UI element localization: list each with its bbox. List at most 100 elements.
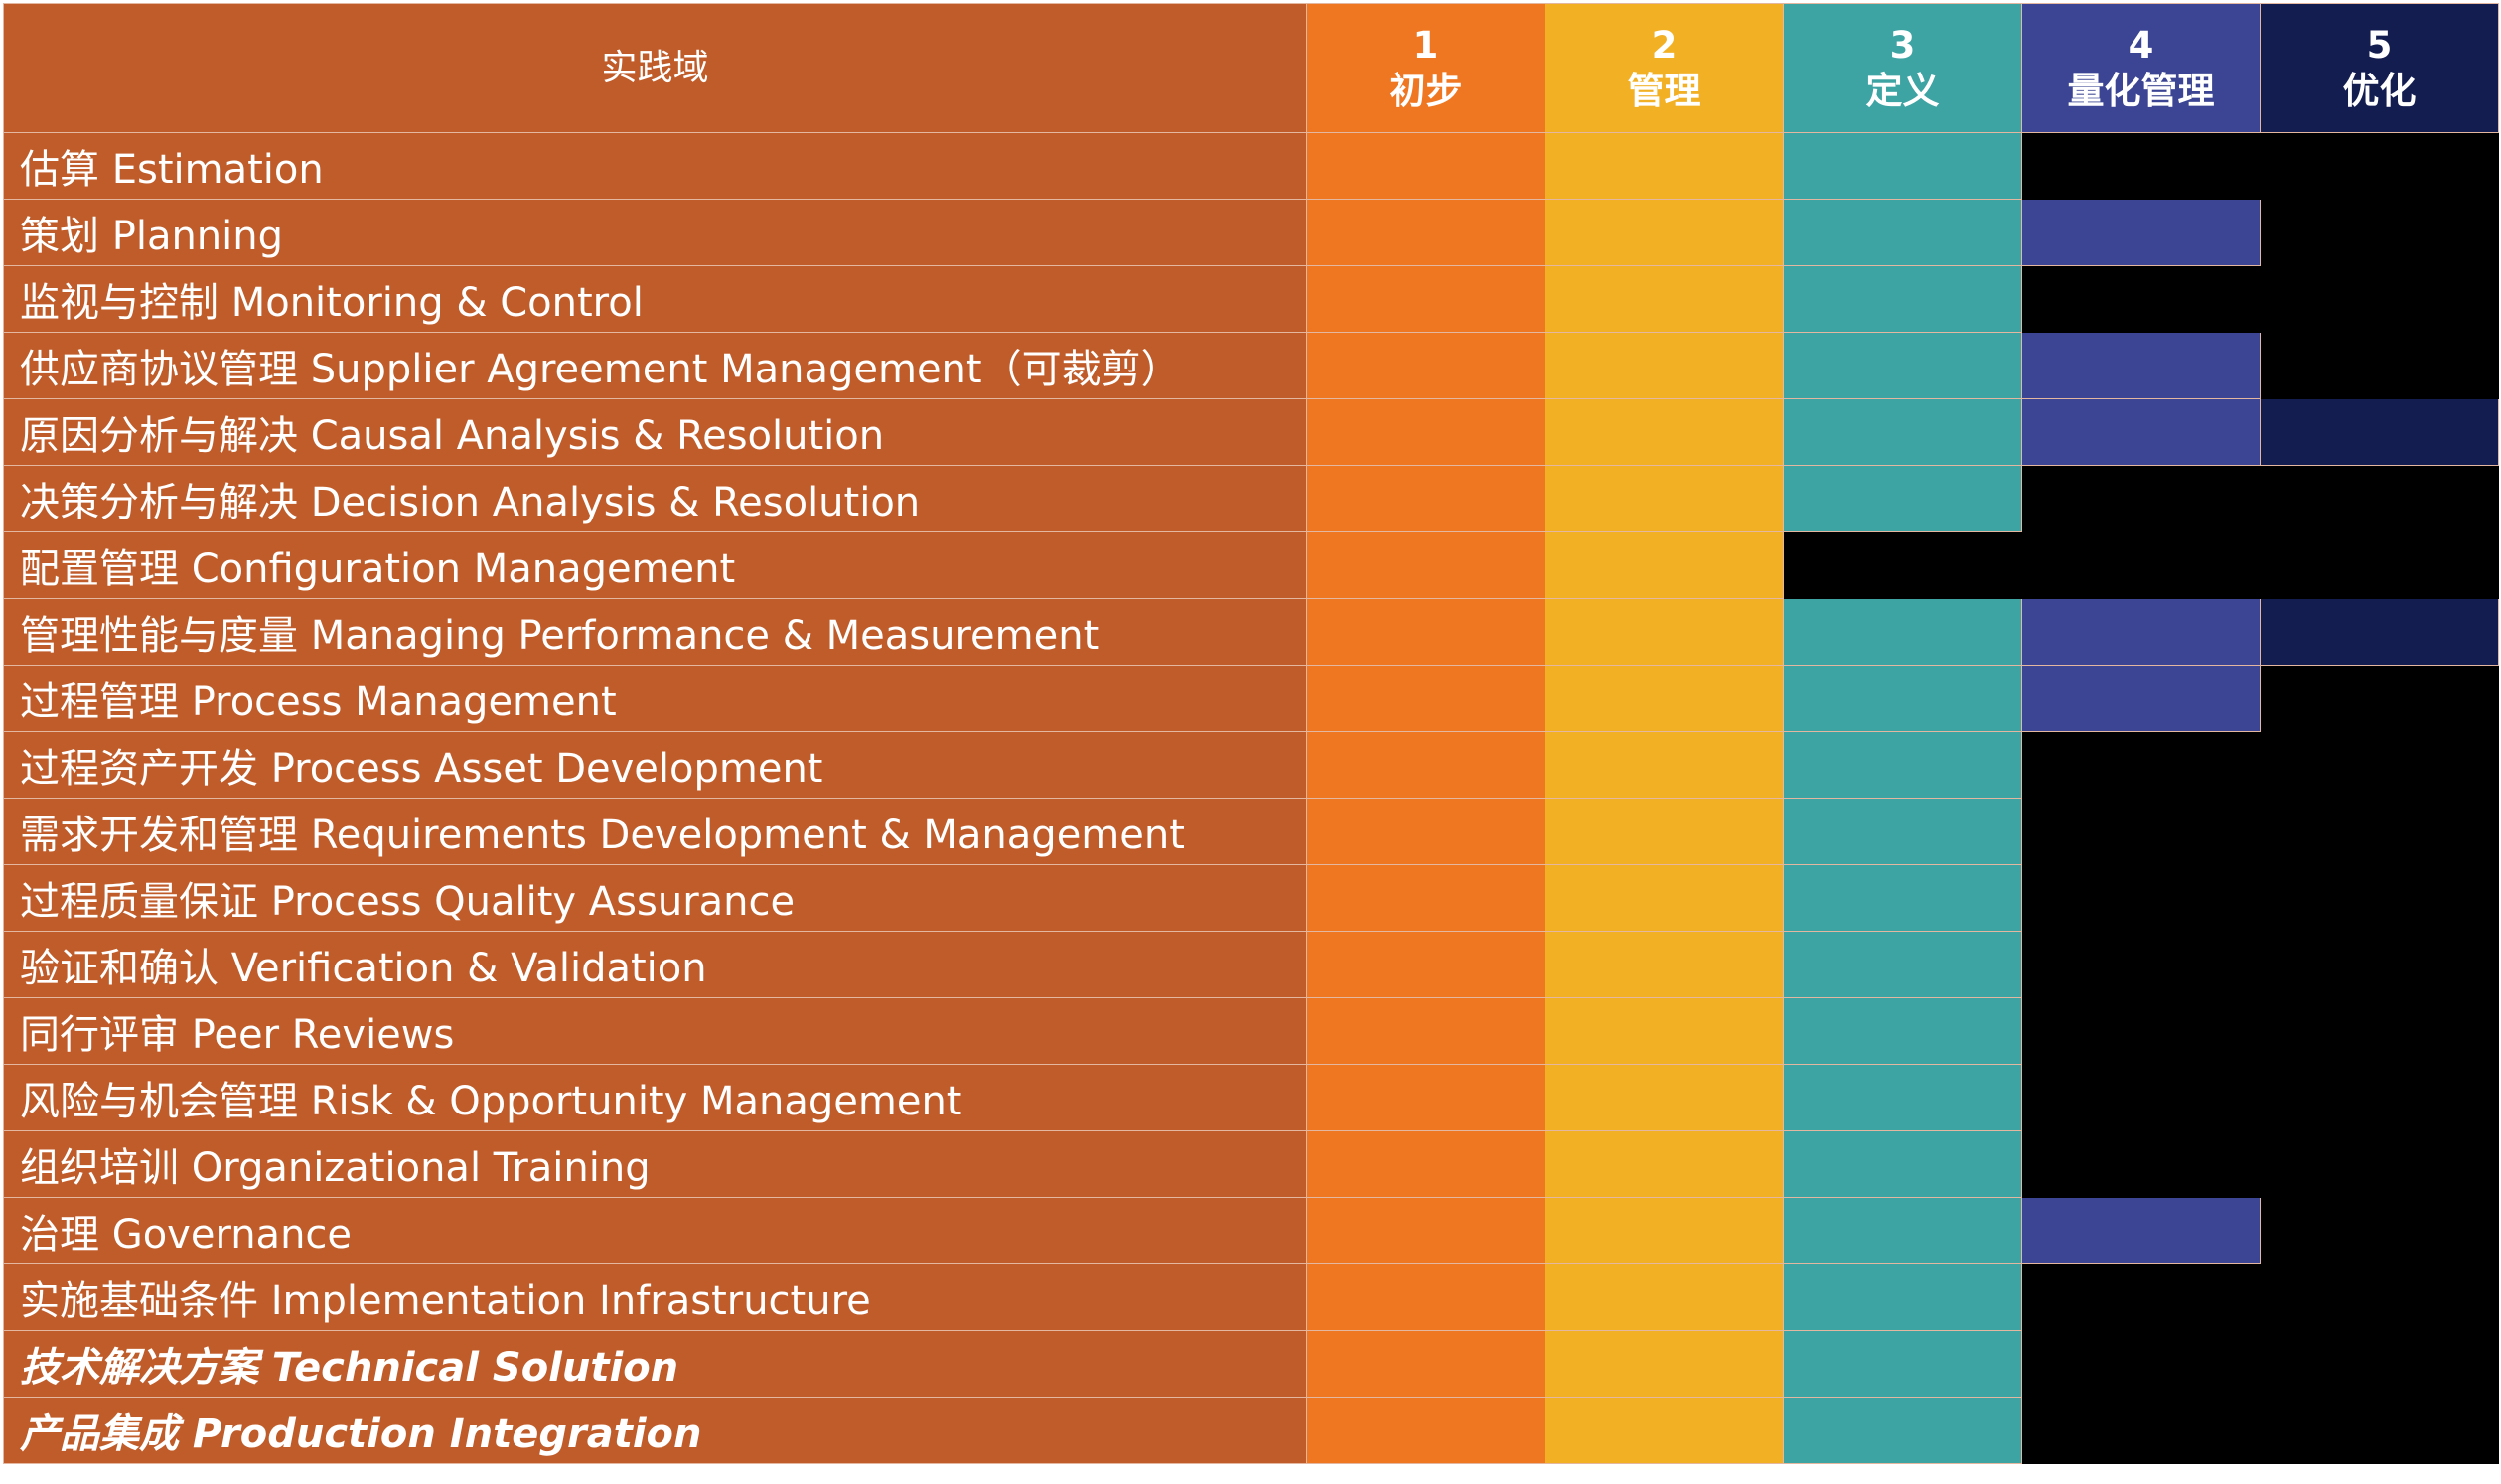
level-4-cell bbox=[2021, 798, 2261, 865]
level-1-cell bbox=[1306, 398, 1545, 466]
level-5-cell bbox=[2260, 598, 2499, 666]
practice-area-name: 验证和确认 Verification & Validation bbox=[3, 931, 1307, 998]
level-3-cell bbox=[1783, 465, 2022, 532]
level-4-cell bbox=[2021, 1397, 2261, 1464]
practice-area-row: 过程资产开发 Process Asset Development bbox=[3, 731, 2499, 799]
level-1-cell bbox=[1306, 465, 1545, 532]
level-2-cell bbox=[1545, 265, 1784, 333]
level-1-cell bbox=[1306, 997, 1545, 1065]
level-1-cell bbox=[1306, 931, 1545, 998]
level-3-cell bbox=[1783, 665, 2022, 732]
level-2-number: 2 bbox=[1651, 23, 1678, 67]
level-1-cell bbox=[1306, 864, 1545, 932]
level-3-cell bbox=[1783, 1197, 2022, 1264]
level-4-cell bbox=[2021, 531, 2261, 599]
level-4-cell bbox=[2021, 332, 2261, 399]
practice-area-name: 决策分析与解决 Decision Analysis & Resolution bbox=[3, 465, 1307, 532]
level-1-cell bbox=[1306, 132, 1545, 200]
level-3-cell bbox=[1783, 931, 2022, 998]
level-4-cell bbox=[2021, 598, 2261, 666]
level-2-cell bbox=[1545, 465, 1784, 532]
level-4-cell bbox=[2021, 731, 2261, 799]
practice-area-name: 风险与机会管理 Risk & Opportunity Management bbox=[3, 1064, 1307, 1131]
level-1-cell bbox=[1306, 531, 1545, 599]
level-3-header: 3 定义 bbox=[1783, 3, 2022, 133]
practice-area-row: 过程管理 Process Management bbox=[3, 665, 2499, 732]
level-2-cell bbox=[1545, 1130, 1784, 1198]
level-2-cell bbox=[1545, 332, 1784, 399]
level-2-cell bbox=[1545, 1330, 1784, 1398]
level-2-cell bbox=[1545, 598, 1784, 666]
practice-area-row: 需求开发和管理 Requirements Development & Manag… bbox=[3, 798, 2499, 865]
level-5-cell bbox=[2260, 1263, 2499, 1331]
level-1-cell bbox=[1306, 1397, 1545, 1464]
level-5-cell bbox=[2260, 465, 2499, 532]
level-3-cell bbox=[1783, 531, 2022, 599]
level-2-header: 2 管理 bbox=[1545, 3, 1784, 133]
level-3-name: 定义 bbox=[1865, 69, 1940, 112]
level-4-cell bbox=[2021, 1330, 2261, 1398]
practice-area-row: 监视与控制 Monitoring & Control bbox=[3, 265, 2499, 333]
practice-area-name: 配置管理 Configuration Management bbox=[3, 531, 1307, 599]
practice-area-name: 实施基础条件 Implementation Infrastructure bbox=[3, 1263, 1307, 1331]
practice-area-row: 配置管理 Configuration Management bbox=[3, 531, 2499, 599]
level-2-cell bbox=[1545, 997, 1784, 1065]
level-2-cell bbox=[1545, 864, 1784, 932]
practice-area-row: 同行评审 Peer Reviews bbox=[3, 997, 2499, 1065]
level-3-cell bbox=[1783, 864, 2022, 932]
level-5-cell bbox=[2260, 132, 2499, 200]
level-4-cell bbox=[2021, 398, 2261, 466]
practice-area-row: 管理性能与度量 Managing Performance & Measureme… bbox=[3, 598, 2499, 666]
level-1-cell bbox=[1306, 731, 1545, 799]
practice-area-row: 原因分析与解决 Causal Analysis & Resolution bbox=[3, 398, 2499, 466]
level-3-cell bbox=[1783, 398, 2022, 466]
level-4-cell bbox=[2021, 265, 2261, 333]
level-3-cell bbox=[1783, 798, 2022, 865]
level-4-cell bbox=[2021, 665, 2261, 732]
level-2-cell bbox=[1545, 1263, 1784, 1331]
level-2-cell bbox=[1545, 531, 1784, 599]
practice-area-row: 风险与机会管理 Risk & Opportunity Management bbox=[3, 1064, 2499, 1131]
level-4-number: 4 bbox=[2128, 23, 2154, 67]
level-4-cell bbox=[2021, 1263, 2261, 1331]
level-2-cell bbox=[1545, 665, 1784, 732]
level-5-cell bbox=[2260, 731, 2499, 799]
level-3-cell bbox=[1783, 598, 2022, 666]
level-3-cell bbox=[1783, 1397, 2022, 1464]
level-5-number: 5 bbox=[2366, 23, 2393, 67]
practice-area-name: 治理 Governance bbox=[3, 1197, 1307, 1264]
level-1-cell bbox=[1306, 598, 1545, 666]
level-1-cell bbox=[1306, 798, 1545, 865]
level-5-cell bbox=[2260, 199, 2499, 266]
level-5-cell bbox=[2260, 798, 2499, 865]
level-2-cell bbox=[1545, 132, 1784, 200]
level-2-name: 管理 bbox=[1627, 69, 1701, 112]
practice-area-row: 过程质量保证 Process Quality Assurance bbox=[3, 864, 2499, 932]
level-4-cell bbox=[2021, 1130, 2261, 1198]
level-2-cell bbox=[1545, 199, 1784, 266]
practice-area-name: 过程质量保证 Process Quality Assurance bbox=[3, 864, 1307, 932]
level-5-cell bbox=[2260, 1197, 2499, 1264]
level-1-cell bbox=[1306, 665, 1545, 732]
level-3-cell bbox=[1783, 731, 2022, 799]
practice-area-matrix: 实践域 1 初步 2 管理 3 定义 4 量化管理 5 优化 估算 Estima bbox=[3, 3, 2499, 1464]
practice-area-name: 同行评审 Peer Reviews bbox=[3, 997, 1307, 1065]
level-5-cell bbox=[2260, 1064, 2499, 1131]
level-3-cell bbox=[1783, 1263, 2022, 1331]
level-5-cell bbox=[2260, 1330, 2499, 1398]
practice-area-row: 决策分析与解决 Decision Analysis & Resolution bbox=[3, 465, 2499, 532]
practice-area-row: 产品集成 Production Integration bbox=[3, 1397, 2499, 1464]
level-2-cell bbox=[1545, 1397, 1784, 1464]
level-5-cell bbox=[2260, 997, 2499, 1065]
practice-area-name: 组织培训 Organizational Training bbox=[3, 1130, 1307, 1198]
level-3-cell bbox=[1783, 132, 2022, 200]
level-5-header: 5 优化 bbox=[2260, 3, 2499, 133]
practice-area-name: 产品集成 Production Integration bbox=[3, 1397, 1307, 1464]
level-3-cell bbox=[1783, 1130, 2022, 1198]
level-5-cell bbox=[2260, 1397, 2499, 1464]
practice-area-name: 过程管理 Process Management bbox=[3, 665, 1307, 732]
practice-area-row: 估算 Estimation bbox=[3, 132, 2499, 200]
level-3-cell bbox=[1783, 1330, 2022, 1398]
practice-domain-header: 实践域 bbox=[3, 3, 1307, 133]
level-4-cell bbox=[2021, 132, 2261, 200]
